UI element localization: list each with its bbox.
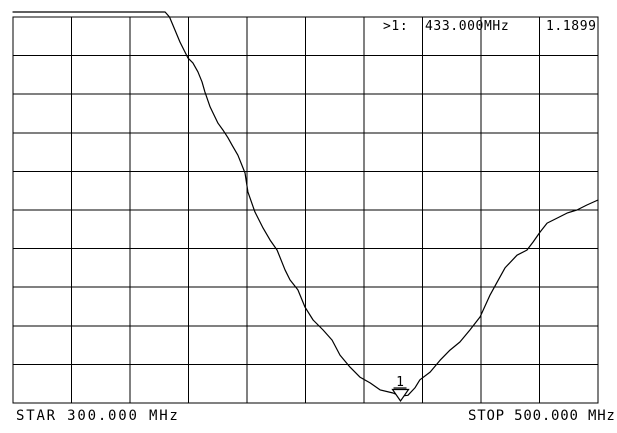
marker-readout-unit: MHz [484,19,510,34]
marker-label: 1 [396,375,404,390]
marker-readout-value: 1.1899 [546,19,597,34]
marker-1: 1 [391,375,410,403]
graticule [12,16,599,404]
marker-readout-prefix: >1: [383,19,409,34]
marker-triangle-icon [391,388,410,403]
stop-frequency-label: STOP 500.000 MHz [468,408,616,424]
trace-line [12,11,599,397]
marker-readout-frequency: 433.000 [425,19,484,34]
start-frequency-label: STAR 300.000 MHz [16,408,180,424]
